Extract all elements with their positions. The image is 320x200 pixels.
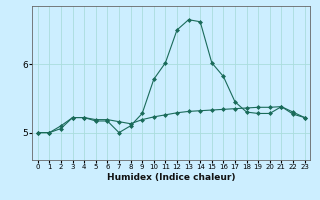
X-axis label: Humidex (Indice chaleur): Humidex (Indice chaleur) bbox=[107, 173, 236, 182]
